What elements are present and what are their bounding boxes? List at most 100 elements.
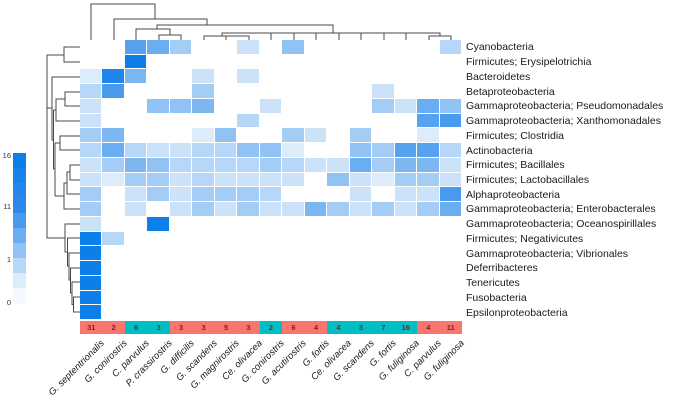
row-label: Gammaproteobacteria; Vibrionales xyxy=(466,247,629,260)
heatmap-cell xyxy=(80,261,102,275)
heatmap-cell xyxy=(124,216,147,231)
heatmap-cell xyxy=(102,172,124,187)
column-count-badge: 6 xyxy=(282,321,305,334)
heatmap-cell xyxy=(259,231,282,246)
heatmap-cell xyxy=(237,69,259,84)
heatmap-cell xyxy=(327,305,349,319)
row-dendrogram-lines xyxy=(46,46,80,313)
column-dendrogram-lines xyxy=(90,3,452,40)
heatmap-cell xyxy=(80,290,102,305)
heatmap-cell xyxy=(214,84,237,98)
legend-color-block xyxy=(13,168,26,184)
heatmap-cell xyxy=(237,202,259,216)
heatmap-cell xyxy=(327,84,349,98)
heatmap-cell xyxy=(102,40,124,54)
heatmap-cell xyxy=(169,290,192,305)
heatmap-cell xyxy=(214,202,237,216)
heatmap-cell xyxy=(259,84,282,98)
heatmap-cell xyxy=(282,69,304,84)
heatmap-cell xyxy=(439,305,461,319)
heatmap-cell xyxy=(124,202,147,216)
heatmap-cell xyxy=(169,202,192,216)
heatmap-cell xyxy=(214,290,237,305)
heatmap-cell xyxy=(192,290,214,305)
heatmap-cell xyxy=(439,275,461,290)
heatmap-cell xyxy=(259,261,282,275)
heatmap-cell xyxy=(372,275,394,290)
heatmap-cell xyxy=(147,290,169,305)
row-label: Gammaproteobacteria; Oceanospirillales xyxy=(466,218,657,231)
heatmap-cell xyxy=(259,202,282,216)
heatmap-cell xyxy=(304,143,327,157)
heatmap-cell xyxy=(214,128,237,143)
heatmap-cell xyxy=(259,69,282,84)
heatmap-cell xyxy=(124,98,147,113)
heatmap-cell xyxy=(237,290,259,305)
heatmap-cell xyxy=(372,202,394,216)
legend-color-block xyxy=(13,213,26,229)
heatmap-cell xyxy=(372,172,394,187)
heatmap-cell xyxy=(394,305,417,319)
heatmap-cell xyxy=(147,98,169,113)
heatmap-cell xyxy=(372,231,394,246)
heatmap-cell xyxy=(349,113,372,128)
heatmap-cell xyxy=(147,69,169,84)
row-label: Deferribacteres xyxy=(466,262,538,275)
heatmap-cell xyxy=(80,246,102,261)
heatmap-cell xyxy=(192,231,214,246)
heatmap-cell xyxy=(327,172,349,187)
heatmap-cell xyxy=(192,216,214,231)
heatmap-cell xyxy=(259,290,282,305)
heatmap-cell xyxy=(102,202,124,216)
heatmap-cell xyxy=(327,290,349,305)
column-count-badge: 7 xyxy=(372,321,395,334)
heatmap-cell xyxy=(214,69,237,84)
heatmap-cell xyxy=(417,275,439,290)
row-label: Bacteroidetes xyxy=(466,70,531,83)
heatmap-cell xyxy=(372,157,394,172)
heatmap-cell xyxy=(417,216,439,231)
heatmap-cell xyxy=(282,187,304,202)
heatmap-cell xyxy=(417,98,439,113)
heatmap-cell xyxy=(237,98,259,113)
heatmap-cell xyxy=(124,40,147,54)
legend-color-block xyxy=(13,198,26,214)
heatmap-cell xyxy=(439,246,461,261)
heatmap-cell xyxy=(80,69,102,84)
heatmap-cell xyxy=(192,143,214,157)
heatmap-cell xyxy=(147,246,169,261)
heatmap-cell xyxy=(237,172,259,187)
heatmap-cell xyxy=(259,54,282,69)
row-label: Alphaproteobacteria xyxy=(466,188,560,201)
heatmap-cell xyxy=(349,290,372,305)
heatmap-cell xyxy=(372,261,394,275)
heatmap-cell xyxy=(237,40,259,54)
row-label: Firmicutes; Erysipelotrichia xyxy=(466,56,592,69)
heatmap-cell xyxy=(372,290,394,305)
column-annotation-bar: 31 2 6 3 3 3 5 3 2 6 4 4 3 7 16 4 11 xyxy=(80,321,462,334)
heatmap-cell xyxy=(124,54,147,69)
heatmap-cell xyxy=(192,261,214,275)
heatmap-cell xyxy=(169,84,192,98)
heatmap-cell xyxy=(147,275,169,290)
heatmap-cell xyxy=(124,128,147,143)
heatmap-cell xyxy=(282,216,304,231)
heatmap-cell xyxy=(349,305,372,319)
heatmap-cell xyxy=(237,187,259,202)
heatmap-cell xyxy=(417,305,439,319)
heatmap-cell xyxy=(327,261,349,275)
heatmap-cell xyxy=(147,113,169,128)
heatmap-cell xyxy=(282,40,304,54)
heatmap-cell xyxy=(124,172,147,187)
heatmap-cell xyxy=(304,216,327,231)
heatmap-cell xyxy=(394,231,417,246)
row-label: Cyanobacteria xyxy=(466,41,534,54)
heatmap-cell xyxy=(259,275,282,290)
heatmap-cell xyxy=(327,202,349,216)
heatmap-cell xyxy=(439,157,461,172)
heatmap-cell xyxy=(259,157,282,172)
heatmap-grid xyxy=(80,40,462,320)
heatmap-cell xyxy=(372,187,394,202)
heatmap-cell xyxy=(192,172,214,187)
